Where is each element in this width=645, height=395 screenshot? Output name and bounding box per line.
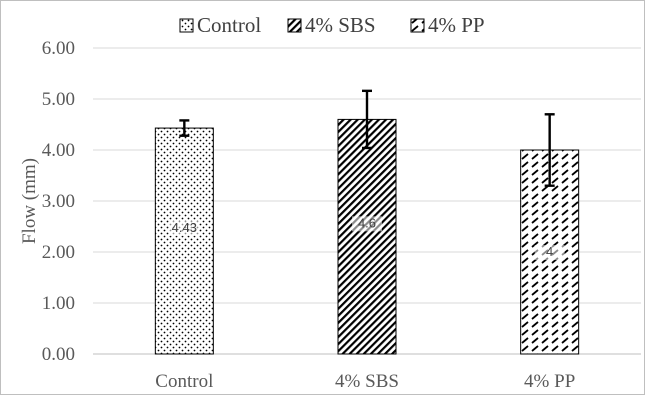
data-label: 4.43: [172, 220, 197, 235]
legend-label: Control: [197, 13, 261, 37]
y-tick-label: 5.00: [42, 89, 75, 110]
y-tick-label: 1.00: [42, 293, 75, 314]
legend-swatch: [179, 18, 194, 33]
data-label-background: [352, 216, 382, 232]
x-tick-label: 4% PP: [524, 371, 575, 392]
bar-2: [337, 118, 397, 355]
bar-1: [154, 127, 214, 355]
x-axis-ticks: Control 4% SBS 4% PP: [155, 371, 575, 392]
x-tick-label: 4% SBS: [335, 371, 399, 392]
data-label-background: [169, 220, 200, 236]
bars: 4.43 4.6 4: [154, 89, 580, 355]
y-tick-label: 6.00: [42, 38, 75, 59]
y-tick-label: 0.00: [42, 344, 75, 365]
y-axis-ticks: 0.00 1.00 2.00 3.00 4.00 5.00 6.00: [42, 38, 75, 365]
legend-label: 4% SBS: [305, 13, 376, 37]
y-tick-label: 4.00: [42, 140, 75, 161]
y-tick-label: 3.00: [42, 191, 75, 212]
data-label: 4: [546, 244, 553, 259]
y-axis-title: Flow (mm): [19, 158, 40, 244]
x-tick-label: Control: [155, 371, 213, 392]
legend: Control 4% SBS 4% PP: [179, 13, 485, 37]
legend-swatch: [410, 18, 425, 33]
y-tick-label: 2.00: [42, 242, 75, 263]
legend-label: 4% PP: [428, 13, 485, 37]
data-label-background: [534, 245, 565, 261]
legend-swatch: [287, 18, 302, 33]
data-label: 4.6: [358, 215, 376, 230]
